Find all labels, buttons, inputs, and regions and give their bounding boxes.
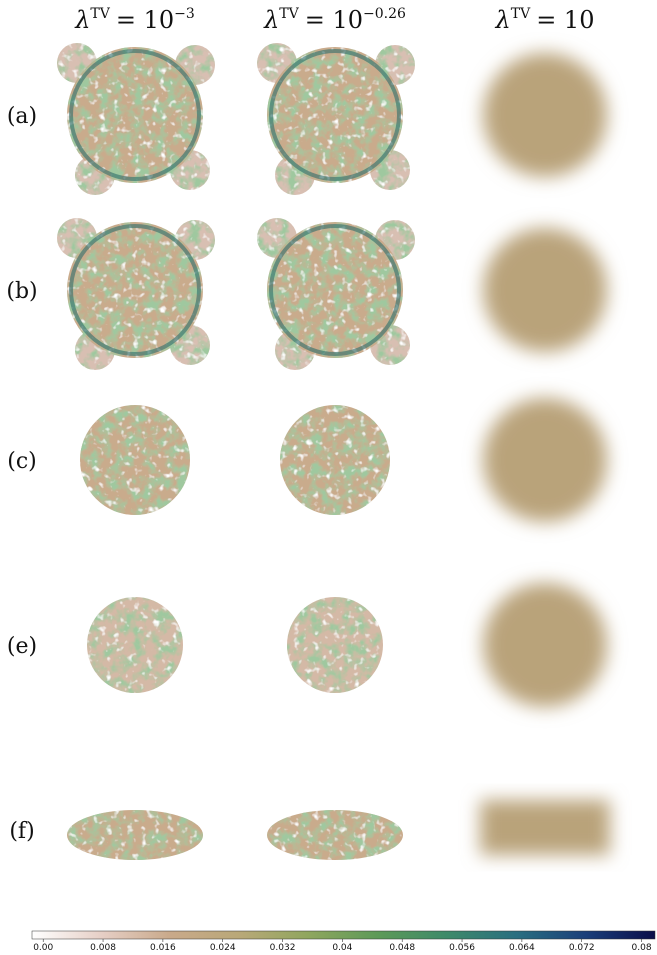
colorbar-tick-label: 0.04 [332,943,352,951]
relation: = 10 [536,6,594,34]
reconstruction-smooth [480,800,610,855]
row-label: (f) [9,819,34,844]
body [67,810,203,860]
colorbar-tick-label: 0.072 [569,943,595,951]
row-label: (a) [7,104,37,129]
exponent: −0.26 [363,6,406,22]
colorbar-tick-label: 0.048 [389,943,415,951]
colorbar-tick-label: 0.08 [632,943,652,951]
reconstruction [257,43,415,195]
reconstruction-smooth [483,228,607,352]
ring [269,49,401,181]
body [80,405,190,515]
symbol: λ [495,6,511,34]
image-grid [57,43,610,860]
reconstruction-smooth [483,398,607,522]
reconstruction [267,810,403,860]
reconstruction [67,810,203,860]
row-label: (c) [7,449,37,474]
ring [69,224,201,356]
row-label: (e) [7,634,37,659]
colorbar-tick-label: 0.00 [33,943,53,951]
body [483,228,607,352]
body [87,597,183,693]
reconstruction [287,597,383,693]
body [67,222,203,358]
superscript: TV [279,6,299,22]
body [480,800,610,855]
body [267,810,403,860]
reconstruction [280,405,390,515]
ring [269,224,401,356]
colorbar [31,930,656,940]
ring [69,49,201,181]
column-header: λTV = 10−0.26 [263,6,406,34]
body [267,47,403,183]
superscript: TV [90,6,110,22]
reconstruction [257,218,415,370]
reconstruction-smooth [483,583,607,707]
reconstruction-smooth [483,53,607,177]
body [287,597,383,693]
body [280,405,390,515]
body [267,222,403,358]
exponent: −3 [174,6,195,22]
reconstruction [80,405,190,515]
row-label: (b) [6,279,37,304]
body [483,583,607,707]
colorbar-tick-label: 0.064 [509,943,535,951]
body [483,53,607,177]
colorbar-tick-label: 0.024 [210,943,236,951]
column-header: λTV = 10 [495,6,595,34]
reconstruction [87,597,183,693]
symbol: λ [74,6,90,34]
symbol: λ [263,6,279,34]
body [67,47,203,183]
labels: λTV = 10−3 λTV = 10−0.26 λTV = 10(a)(b)(c)(e)… [6,6,594,844]
column-header: λTV = 10−3 [74,6,195,34]
body [483,398,607,522]
reconstruction [57,43,215,195]
colorbar-tick-label: 0.056 [449,943,475,951]
relation: = 10 [305,6,363,34]
superscript: TV [511,6,531,22]
relation: = 10 [116,6,174,34]
colorbar-tick-label: 0.032 [270,943,296,951]
colorbar-tick-label: 0.016 [150,943,176,951]
colorbar-tick-label: 0.008 [90,943,116,951]
reconstruction [57,218,215,370]
